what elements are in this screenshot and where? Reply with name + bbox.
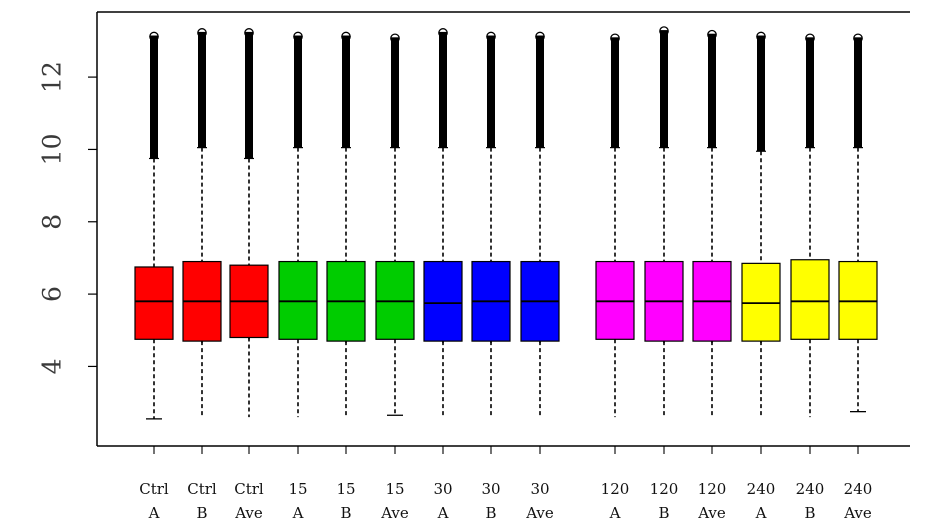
x-tick-label-top: Ctrl: [139, 480, 169, 498]
outlier-point: [244, 28, 254, 38]
outlier-points: [536, 35, 544, 148]
outlier-point: [197, 28, 207, 38]
outlier-points: [487, 35, 495, 148]
outlier-points: [294, 35, 302, 148]
x-tick-label-top: 15: [385, 480, 404, 498]
x-tick-label-top: 240: [747, 480, 776, 498]
outlier-points: [198, 31, 206, 148]
outlier-points: [391, 37, 399, 148]
x-tick-label-top: 120: [650, 480, 679, 498]
outlier-points: [611, 37, 619, 148]
outlier-point: [390, 33, 400, 44]
box-240-ave: [838, 260, 878, 340]
x-tick-label-bottom: B: [196, 504, 207, 522]
x-tick-label-bottom: A: [755, 504, 767, 522]
box-240-a: [741, 262, 781, 342]
outlier-points: [854, 37, 862, 148]
outlier-point: [756, 31, 766, 42]
box-120-a: [595, 260, 635, 340]
outlier-points: [150, 35, 158, 159]
outlier-point: [535, 31, 545, 42]
outlier-point: [486, 31, 496, 42]
outlier-point: [853, 33, 863, 44]
outlier-point: [341, 31, 351, 42]
y-tick-label: 4: [38, 358, 67, 374]
x-tick-label-bottom: A: [292, 504, 304, 522]
x-tick-label-top: 15: [288, 480, 307, 498]
y-tick-label: 10: [38, 134, 67, 166]
x-tick-label-bottom: A: [437, 504, 449, 522]
x-tick-label-top: Ctrl: [234, 480, 264, 498]
y-tick-label: 12: [38, 61, 67, 93]
outlier-point: [805, 33, 815, 44]
box-15-ave: [375, 260, 415, 340]
x-tick-label-bottom: Ave: [380, 504, 409, 522]
x-tick-label-bottom: A: [609, 504, 621, 522]
y-tick-label: 6: [38, 286, 67, 302]
y-tick-label: 8: [38, 214, 67, 230]
outlier-point: [707, 29, 717, 40]
x-tick-label-bottom: B: [340, 504, 351, 522]
x-tick-label-bottom: A: [148, 504, 160, 522]
box-ctrl-a: [134, 266, 174, 340]
x-tick-label-bottom: B: [658, 504, 669, 522]
outlier-points: [757, 35, 765, 152]
x-tick-label-top: 240: [844, 480, 873, 498]
outlier-points: [660, 30, 668, 148]
x-tick-label-top: Ctrl: [187, 480, 217, 498]
x-tick-label-bottom: Ave: [697, 504, 726, 522]
x-tick-label-bottom: Ave: [234, 504, 263, 522]
x-tick-label-top: 30: [433, 480, 452, 498]
x-tick-label-top: 120: [698, 480, 727, 498]
x-tick-label-top: 15: [336, 480, 355, 498]
outlier-points: [342, 35, 350, 148]
outlier-points: [708, 33, 716, 148]
x-tick-label-top: 30: [481, 480, 500, 498]
outlier-point: [659, 26, 669, 36]
outlier-point: [438, 28, 448, 38]
x-tick-label-bottom: Ave: [843, 504, 872, 522]
outlier-point: [149, 31, 159, 42]
x-tick-label-bottom: B: [485, 504, 496, 522]
outlier-points: [439, 31, 447, 148]
box-15-a: [278, 260, 318, 340]
x-tick-label-top: 240: [796, 480, 825, 498]
x-tick-label-top: 120: [601, 480, 630, 498]
x-tick-label-bottom: Ave: [525, 504, 554, 522]
outlier-points: [245, 31, 253, 159]
outlier-point: [293, 31, 303, 42]
x-tick-label-top: 30: [530, 480, 549, 498]
x-tick-label-bottom: B: [804, 504, 815, 522]
box-30-a: [423, 260, 463, 342]
outlier-points: [806, 37, 814, 148]
outlier-point: [610, 33, 620, 44]
box-240-b: [790, 259, 830, 340]
